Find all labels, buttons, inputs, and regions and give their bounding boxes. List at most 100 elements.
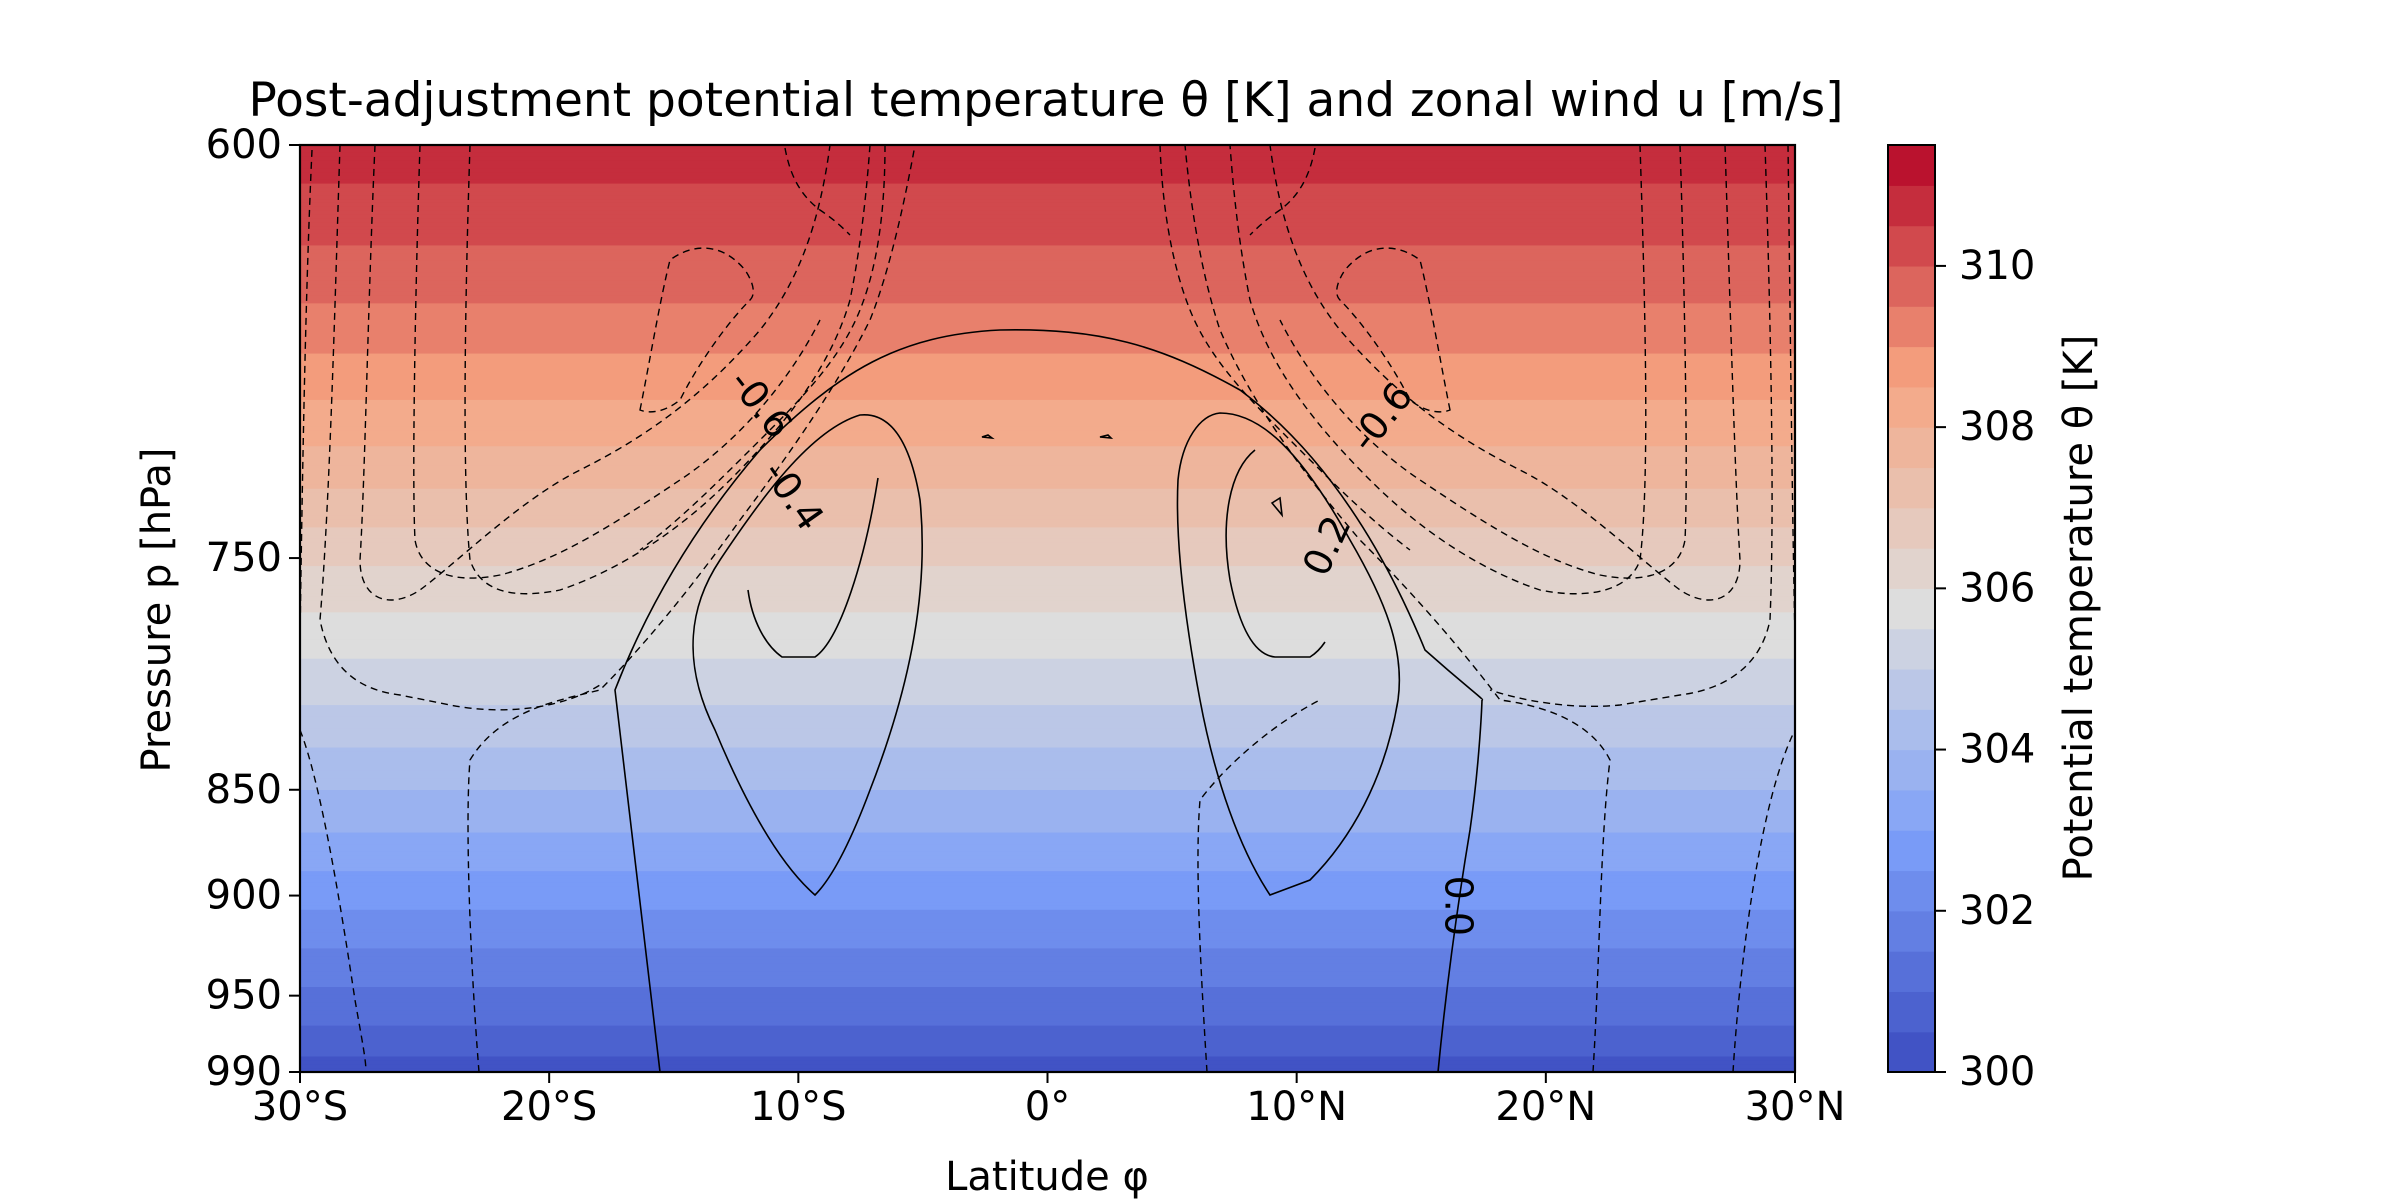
theta-band (300, 1064, 1795, 1069)
theta-band (300, 229, 1795, 235)
theta-band (300, 685, 1795, 691)
theta-band (300, 1041, 1795, 1046)
contour-line (614, 329, 1484, 1072)
theta-band (300, 380, 1795, 386)
theta-band (300, 314, 1795, 320)
theta-band (300, 233, 1795, 239)
theta-band (300, 1056, 1795, 1062)
theta-band (300, 643, 1795, 648)
theta-band (300, 732, 1795, 737)
contour-line (359, 145, 831, 601)
theta-band (300, 1006, 1795, 1011)
theta-band (300, 473, 1795, 478)
theta-band (300, 249, 1795, 254)
contour-line (692, 414, 923, 897)
theta-band (300, 307, 1795, 312)
theta-band (300, 280, 1795, 285)
contour-line (1489, 145, 1773, 708)
theta-band (300, 817, 1795, 822)
theta-band (300, 871, 1795, 876)
contour-line (300, 149, 313, 641)
theta-band (300, 322, 1795, 328)
theta-band (300, 913, 1795, 919)
theta-band (300, 940, 1795, 946)
theta-band (300, 608, 1795, 614)
theta-band (300, 284, 1795, 289)
theta-band (300, 1044, 1795, 1050)
theta-band (300, 272, 1795, 278)
theta-band (300, 596, 1795, 602)
theta-band (300, 179, 1795, 185)
zonal-wind-contours (300, 145, 1795, 1072)
theta-band (300, 191, 1795, 197)
contour-line (1787, 145, 1795, 641)
theta-band (300, 546, 1795, 552)
theta-band (300, 1014, 1795, 1019)
theta-band (300, 172, 1795, 177)
x-tick-label: 10°N (1246, 1084, 1347, 1130)
theta-band (300, 705, 1795, 710)
theta-band (300, 828, 1795, 834)
theta-band (300, 631, 1795, 637)
theta-band (300, 763, 1795, 768)
theta-band (300, 384, 1795, 390)
theta-band (300, 481, 1795, 486)
theta-band (300, 461, 1795, 467)
x-tick-label: 20°S (501, 1084, 597, 1130)
colorbar-tick-label: 308 (1959, 404, 2035, 450)
theta-band (300, 944, 1795, 950)
theta-band (300, 531, 1795, 536)
theta-band (300, 187, 1795, 193)
x-tick-label: 30°N (1745, 1084, 1846, 1130)
theta-band (300, 573, 1795, 579)
theta-band (300, 396, 1795, 401)
colorbar-segment (1888, 306, 1935, 348)
theta-band (300, 245, 1795, 251)
theta-band (300, 500, 1795, 506)
theta-band (300, 287, 1795, 293)
theta-band (300, 674, 1795, 679)
contour-label: 0.0 (1437, 876, 1481, 936)
theta-band (300, 349, 1795, 355)
theta-band (300, 952, 1795, 957)
colorbar-segment (1888, 145, 1935, 186)
y-tick-label: 950 (206, 973, 282, 1019)
theta-band (300, 257, 1795, 262)
theta-band (300, 430, 1795, 436)
theta-band (300, 496, 1795, 502)
theta-band (300, 326, 1795, 332)
theta-band (300, 662, 1795, 668)
theta-band (300, 450, 1795, 455)
theta-band (300, 260, 1795, 266)
theta-band (300, 809, 1795, 815)
theta-band (300, 253, 1795, 258)
theta-band (300, 226, 1795, 231)
theta-band (300, 983, 1795, 988)
theta-band (300, 295, 1795, 301)
theta-band (300, 361, 1795, 366)
theta-band (300, 264, 1795, 270)
colorbar: 300 302 304 306 308 310 (1887, 144, 2035, 1095)
theta-band (300, 515, 1795, 521)
theta-band (300, 488, 1795, 494)
theta-band (300, 805, 1795, 811)
theta-band (300, 797, 1795, 803)
theta-band (300, 376, 1795, 382)
colorbar-label: Potential temperature θ [K] (2056, 335, 2102, 882)
colorbar-segment (1888, 668, 1935, 710)
theta-band (300, 963, 1795, 969)
theta-band (300, 218, 1795, 224)
theta-band (300, 712, 1795, 718)
theta-band (300, 859, 1795, 865)
theta-band (300, 164, 1795, 169)
colorbar-segment (1888, 548, 1935, 589)
theta-band (300, 739, 1795, 745)
contour-line (1279, 145, 1687, 579)
theta-band (300, 527, 1795, 533)
theta-band (300, 844, 1795, 849)
contour-line (639, 247, 754, 413)
colorbar-segment (1888, 709, 1935, 751)
theta-band (300, 1068, 1795, 1072)
theta-band (300, 987, 1795, 992)
x-tick-label: 0° (1025, 1084, 1070, 1130)
